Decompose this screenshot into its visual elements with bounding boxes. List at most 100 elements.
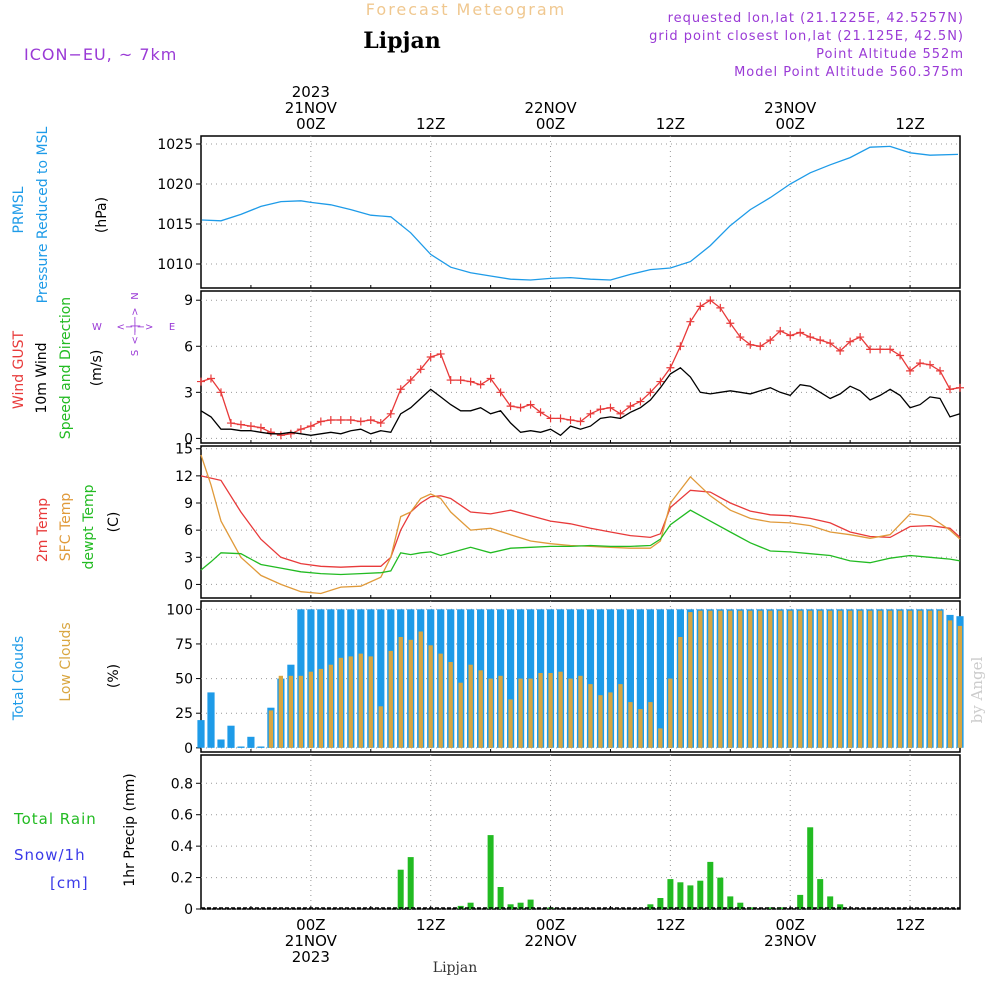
gust-marker — [816, 336, 825, 345]
rain-bar — [647, 904, 654, 909]
gust-marker — [636, 397, 645, 406]
gust-marker — [526, 400, 535, 409]
rain-bar — [807, 827, 814, 909]
total-cloud-bar — [227, 725, 235, 748]
low-cloud-bar — [758, 610, 763, 748]
low-cloud-bar — [897, 610, 903, 748]
low-cloud-bar — [308, 671, 313, 748]
credit: by Angel — [968, 656, 986, 723]
gust-marker — [336, 415, 345, 424]
chart-marks — [197, 145, 964, 909]
gust-marker — [256, 423, 265, 432]
low-cloud-bar — [348, 656, 353, 748]
gust-marker — [926, 360, 935, 369]
low-cloud-bar — [608, 692, 613, 748]
low-cloud-bar — [947, 620, 953, 748]
rain-bar — [837, 904, 844, 909]
gust-marker — [606, 403, 615, 412]
low-cloud-bar — [268, 710, 274, 748]
total-cloud-bar — [596, 609, 605, 748]
ytick-label-clouds: 75 — [175, 637, 193, 653]
ytick-label-temperature: 9 — [184, 496, 193, 512]
low-cloud-bar — [658, 728, 663, 748]
total-cloud-bar — [626, 609, 634, 748]
cloud-label-unit: (%) — [106, 664, 122, 688]
rain-bar — [817, 879, 824, 909]
rain-bar — [517, 902, 524, 909]
ytick-label-pressure: 1020 — [157, 177, 193, 193]
rain-bar — [407, 857, 414, 909]
low-cloud-bar — [618, 684, 623, 748]
total-cloud-bar — [527, 609, 535, 748]
time-axis-label: 00Z — [296, 115, 325, 133]
ytick-label-wind: 9 — [184, 293, 193, 309]
rain-bar — [667, 879, 674, 909]
ytick-label-precipitation: 0 — [184, 902, 193, 918]
rain-bar — [727, 896, 734, 909]
total-cloud-bar — [507, 609, 515, 748]
gust-marker — [286, 429, 295, 438]
low-cloud-bar — [728, 610, 733, 748]
temp-label-unit: (C) — [106, 512, 122, 533]
ytick-label-precipitation: 0.8 — [171, 776, 193, 792]
wind-label-gust: Wind GUST — [11, 330, 27, 409]
wind-label-unit: (m/s) — [89, 350, 105, 387]
gust-marker — [666, 363, 675, 372]
gust-marker — [506, 402, 515, 411]
ytick-label-pressure: 1015 — [157, 217, 193, 233]
gust-marker — [856, 333, 865, 342]
gust-marker — [836, 346, 845, 355]
gust-marker — [376, 419, 385, 428]
gust-marker — [346, 415, 355, 424]
precip-ylabel: 1hr Precip (mm) — [122, 773, 138, 886]
low-cloud-bar — [538, 673, 543, 748]
compass-icon: N <−|−> S W <−|−> E — [92, 292, 175, 356]
requested-coords: requested lon,lat (21.1225E, 42.5257N) — [668, 11, 964, 26]
low-cloud-bar — [718, 610, 723, 748]
low-cloud-bar — [358, 653, 363, 748]
pressure-label-unit: (hPa) — [94, 197, 110, 233]
rain-bar — [827, 896, 834, 909]
low-cloud-bar — [468, 664, 473, 748]
low-cloud-bar — [408, 639, 413, 748]
total-cloud-bar — [566, 609, 575, 748]
low-cloud-bar — [328, 664, 333, 748]
low-cloud-bar — [428, 645, 433, 748]
ytick-label-temperature: 0 — [184, 577, 193, 593]
compass-e: E — [169, 322, 175, 333]
total-cloud-bar — [247, 736, 255, 748]
total-cloud-bar — [217, 739, 225, 748]
gust-marker — [356, 417, 365, 426]
total-cloud-bar — [656, 609, 664, 748]
low-cloud-bar — [318, 668, 323, 748]
rain-bar — [497, 887, 504, 909]
gust-marker — [296, 425, 305, 434]
gust-marker — [416, 365, 425, 374]
temp-label-sfc: SFC Temp — [58, 493, 74, 562]
gust-marker — [426, 353, 435, 362]
gust-marker — [876, 345, 885, 354]
series-line-prmsl — [201, 145, 959, 281]
gust-marker — [236, 420, 245, 429]
gust-marker — [886, 345, 895, 354]
gust-marker — [806, 333, 815, 342]
ytick-label-temperature: 3 — [184, 550, 193, 566]
rain-bar — [697, 880, 704, 909]
ytick-label-pressure: 1025 — [157, 137, 193, 153]
gust-marker — [626, 402, 635, 411]
low-cloud-bar — [548, 673, 553, 748]
low-cloud-bar — [668, 678, 673, 748]
model-altitude: Model Point Altitude 560.375m — [734, 65, 964, 80]
low-cloud-bar — [887, 610, 893, 748]
low-cloud-bar — [648, 702, 653, 748]
low-cloud-bar — [738, 610, 743, 748]
series-line-10m-wind — [200, 366, 961, 437]
gust-marker — [266, 428, 275, 437]
gust-marker — [956, 383, 964, 392]
wind-label-dir: Speed and Direction — [58, 297, 74, 439]
low-cloud-bar — [798, 610, 803, 748]
gust-marker — [896, 351, 905, 360]
time-axis-label: 12Z — [416, 115, 445, 133]
